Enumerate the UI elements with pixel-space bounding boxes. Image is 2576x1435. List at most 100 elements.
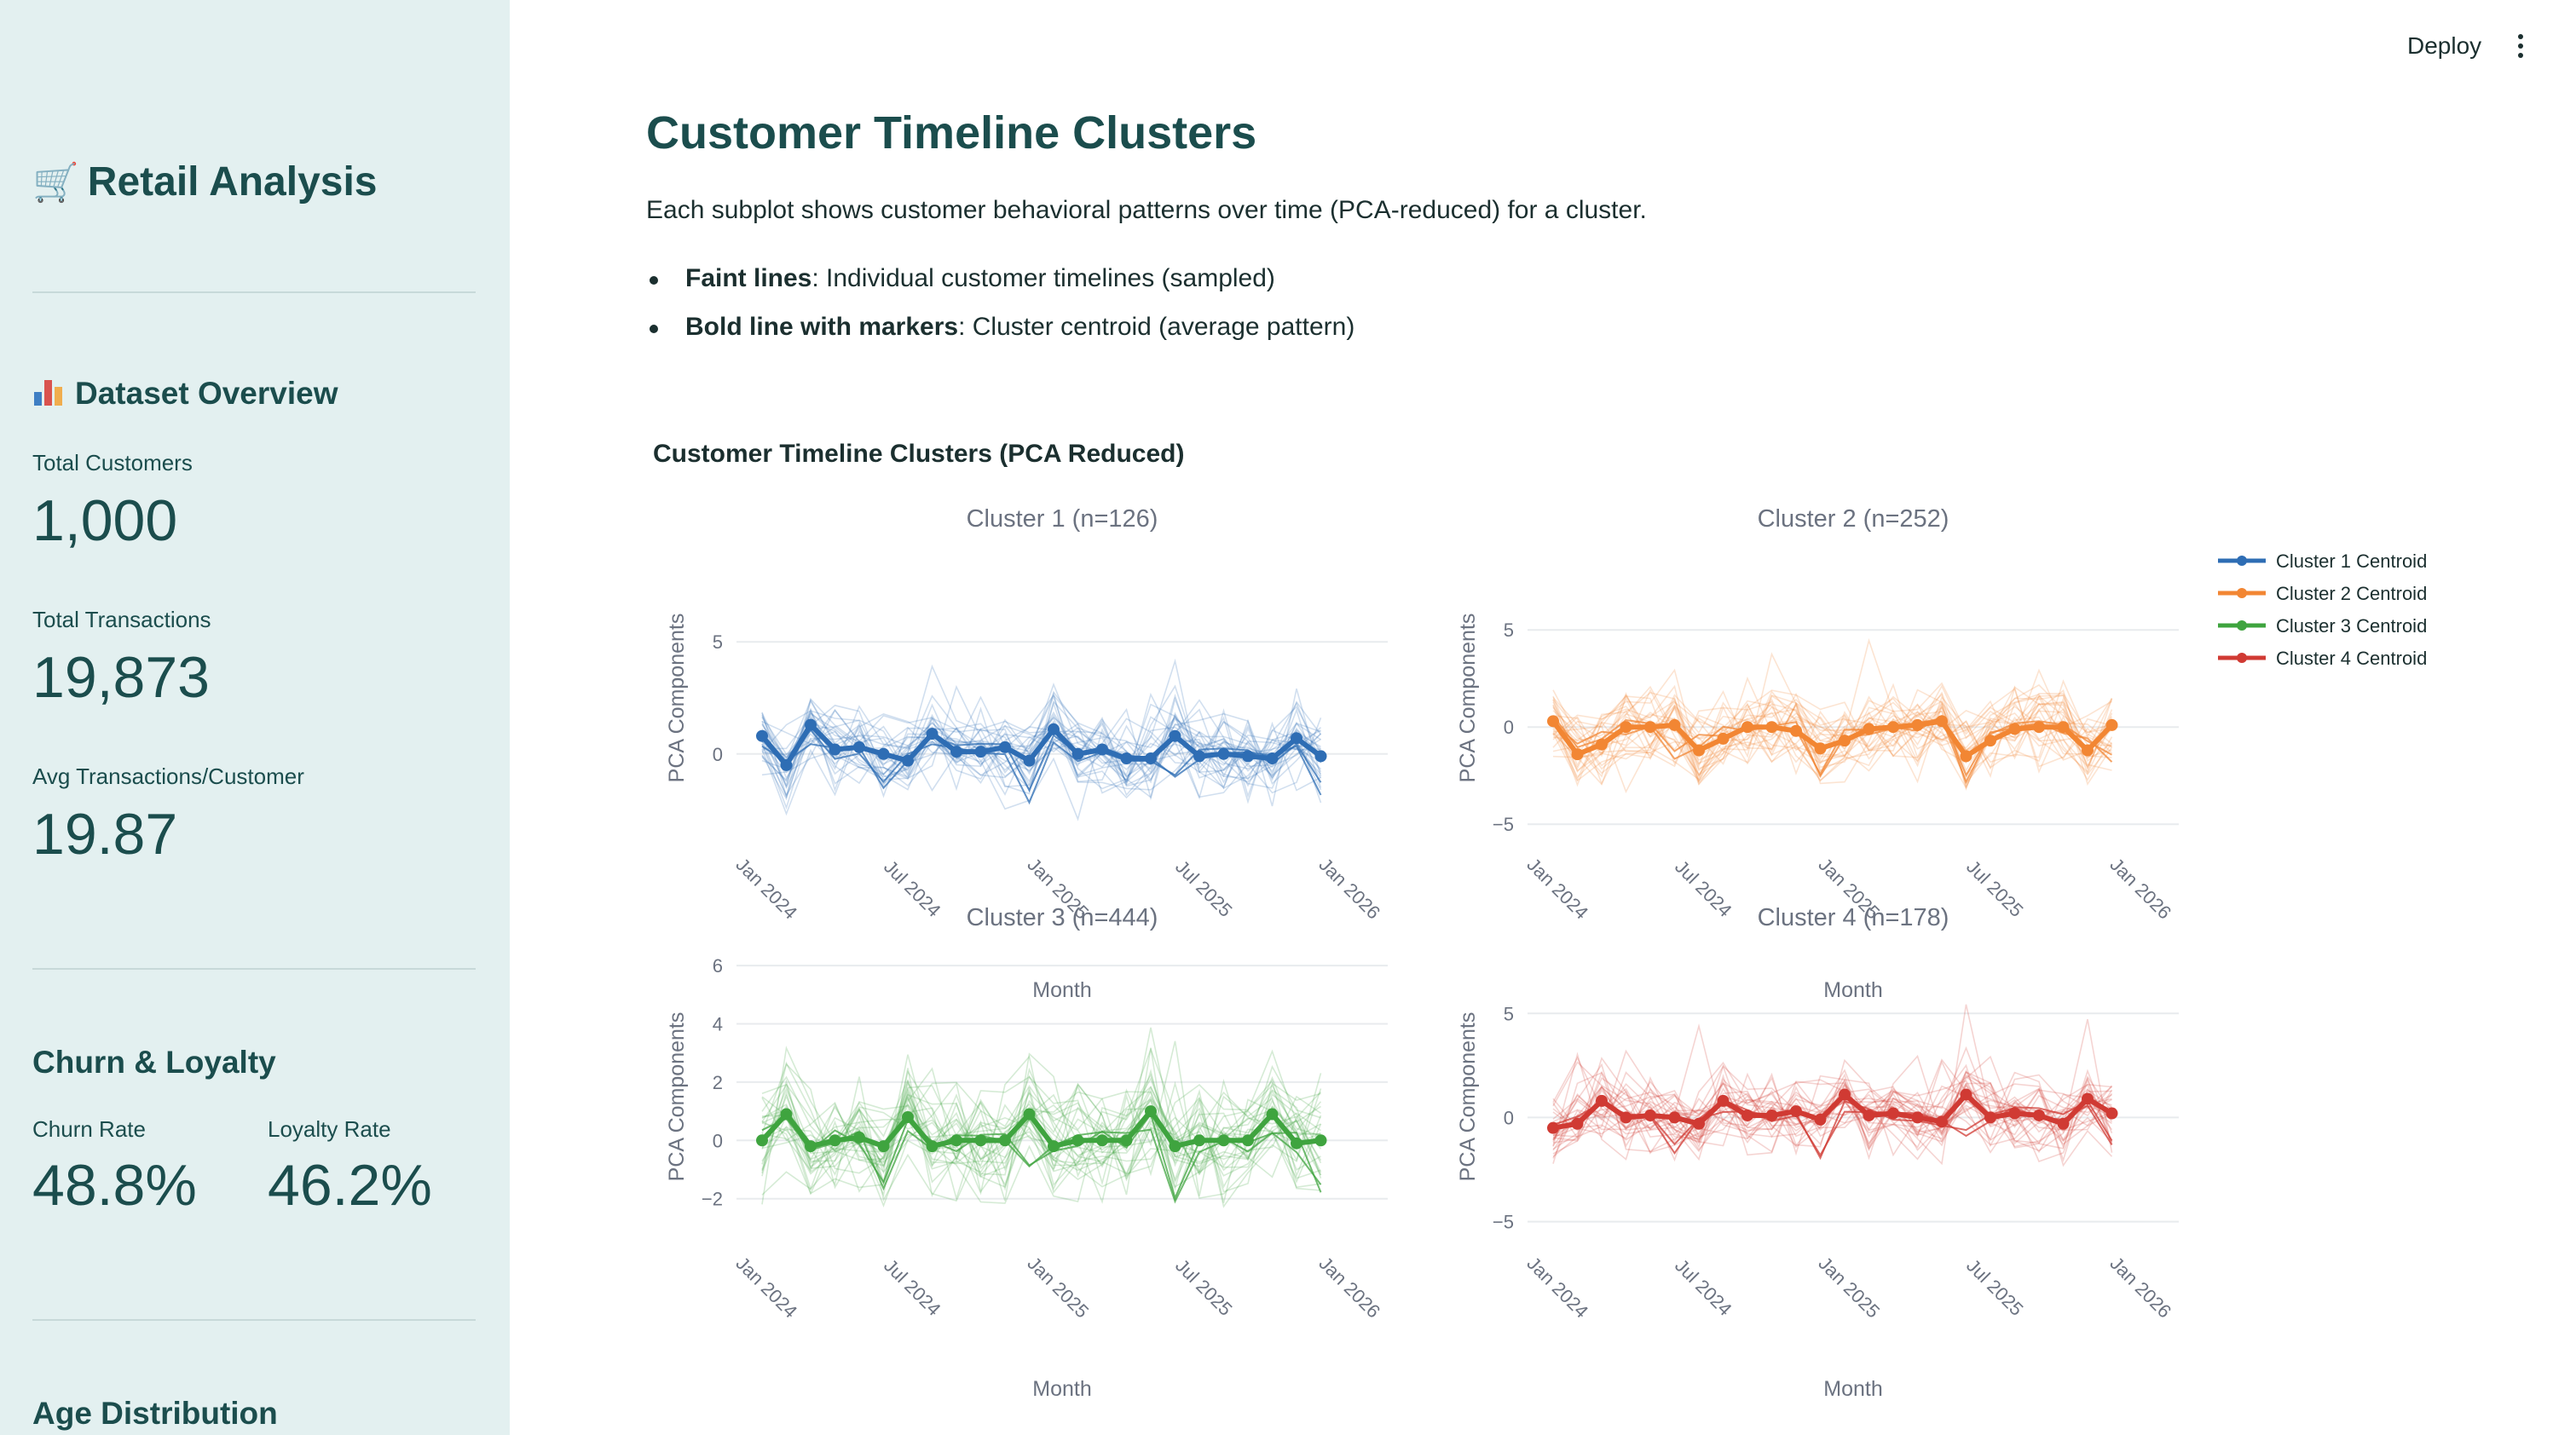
centroid-point (2057, 1117, 2070, 1130)
centroid-point (999, 1134, 1011, 1147)
subplot-title: Cluster 1 (n=126) (967, 505, 1158, 533)
customer-timeline-line (1552, 1095, 2113, 1152)
centroid-point (1887, 721, 1899, 734)
y-tick-label: −5 (1493, 1212, 1514, 1233)
avg-transactions-value: 19.87 (32, 802, 178, 867)
legend-notes: Faint lines: Individual customer timelin… (646, 264, 1354, 361)
cluster-chart-svg[interactable]: Customer Timeline Clusters (PCA Reduced)… (646, 426, 2445, 1435)
subplot-title: Cluster 2 (n=252) (1758, 505, 1949, 533)
customer-timeline-line (761, 1049, 1321, 1204)
centroid-point (1023, 754, 1036, 767)
centroid-point (1571, 748, 1584, 761)
centroid-point (1145, 752, 1157, 765)
x-axis-label: Month (1032, 1377, 1091, 1401)
customer-timeline-line (761, 1073, 1322, 1173)
customer-timeline-line (1552, 705, 2113, 773)
centroid-point (1571, 1117, 1584, 1130)
centroid-point (780, 1108, 793, 1121)
customer-timeline-line (761, 1040, 1322, 1196)
subplot-title: Cluster 3 (n=444) (967, 904, 1158, 931)
centroid-point (1960, 1088, 1972, 1101)
legend-marker (2237, 620, 2247, 631)
legend-marker (2237, 653, 2247, 663)
cluster-subplot-4: −5 0 5 Cluster 4 (n=178) PCA Components Jan 2… (1456, 904, 2179, 1401)
centroid-point (853, 741, 865, 753)
centroid-point (1814, 1113, 1827, 1126)
centroid-point (1242, 1134, 1254, 1147)
customer-timeline-line (1552, 682, 2113, 775)
more-vertical-icon[interactable] (2515, 34, 2527, 63)
list-item: Bold line with markers: Cluster centroid… (646, 313, 1354, 361)
centroid-point (1048, 723, 1060, 735)
legend-marker (2237, 556, 2247, 566)
page-description: Each subplot shows customer behavioral p… (646, 196, 1647, 224)
centroid-point (805, 718, 817, 731)
centroid-point (1693, 744, 1705, 757)
x-tick-label: Jul 2024 (880, 1254, 945, 1320)
cluster-chart[interactable]: Customer Timeline Clusters (PCA Reduced)… (646, 426, 2445, 1435)
legend-item: Cluster 1 Centroid (2276, 550, 2427, 572)
customer-timeline-line (1552, 1069, 2113, 1151)
customer-timeline-line (761, 1095, 1321, 1175)
customer-timeline-line (1552, 1054, 2113, 1161)
centroid-point (1242, 750, 1254, 763)
y-tick-label: 4 (713, 1014, 723, 1035)
customer-timeline-line (761, 1047, 1321, 1208)
centroid-point (1717, 732, 1730, 745)
customer-timeline-line (1552, 692, 2112, 770)
deploy-button[interactable]: Deploy (2407, 32, 2482, 59)
total-transactions-label: Total Transactions (32, 607, 211, 632)
customer-timeline-line (761, 688, 1322, 810)
x-axis-label: Month (1032, 978, 1091, 1002)
churn-loyalty-heading: Churn & Loyalty (32, 1045, 276, 1080)
y-tick-label: 6 (713, 955, 723, 977)
centroid-point (902, 754, 914, 767)
centroid-point (999, 741, 1011, 753)
x-tick-label: Jan 2025 (1814, 1253, 1884, 1323)
churn-rate-label: Churn Rate (32, 1116, 146, 1142)
legend-item: Cluster 2 Centroid (2276, 583, 2427, 604)
x-tick-label: Jan 2024 (731, 1253, 801, 1323)
cluster-subplot-3: −2 0 2 4 6 Cluster 3 (n=444) PCA Components Jan… (665, 904, 1388, 1401)
customer-timeline-line (761, 1069, 1322, 1172)
sidebar-divider (32, 1319, 476, 1321)
customer-timeline-line (761, 1077, 1322, 1173)
customer-timeline-line (1552, 692, 2113, 791)
shopping-cart-icon: 🛒 (32, 162, 79, 204)
centroid-point (1765, 1109, 1778, 1121)
centroid-point (1547, 1121, 1559, 1134)
centroid-point (2105, 718, 2118, 731)
y-tick-label: −2 (702, 1189, 723, 1210)
centroid-point (2008, 1107, 2021, 1120)
y-tick-label: 0 (713, 1130, 723, 1151)
centroid-point (1071, 747, 1084, 760)
customer-timeline-line (1552, 1087, 2112, 1155)
legend-item: Cluster 3 Centroid (2276, 615, 2427, 637)
y-tick-label: 0 (1504, 717, 1514, 738)
centroid-point (1863, 1109, 1875, 1121)
centroid-point (1596, 1094, 1608, 1107)
centroid-point (2105, 1107, 2118, 1120)
customer-timeline-line (1552, 1069, 2113, 1150)
customer-timeline-line (1552, 1082, 2113, 1137)
centroid-point (1314, 750, 1327, 763)
centroid-point (1790, 724, 1802, 737)
sidebar-title-text: Retail Analysis (87, 159, 378, 205)
centroid-point (1266, 1108, 1279, 1121)
centroid-point (829, 1134, 841, 1147)
centroid-point (1023, 1108, 1036, 1121)
customer-timeline-line (761, 709, 1322, 778)
churn-rate-value: 48.8% (32, 1153, 197, 1218)
sidebar: 🛒 Retail Analysis Dataset Overview Total … (0, 0, 510, 1435)
y-axis-label: PCA Components (665, 614, 689, 783)
centroid-point (1911, 718, 1924, 731)
x-tick-label: Jan 2026 (2105, 854, 2175, 924)
centroid-point (1193, 1134, 1205, 1147)
x-tick-label: Jul 2024 (1671, 1254, 1736, 1320)
centroid-point (1644, 721, 1656, 734)
y-tick-label: −5 (1493, 814, 1514, 835)
centroid-point (2008, 723, 2021, 735)
centroid-point (1096, 1134, 1108, 1147)
y-tick-label: 0 (713, 744, 723, 765)
dataset-overview-heading: Dataset Overview (32, 375, 338, 412)
